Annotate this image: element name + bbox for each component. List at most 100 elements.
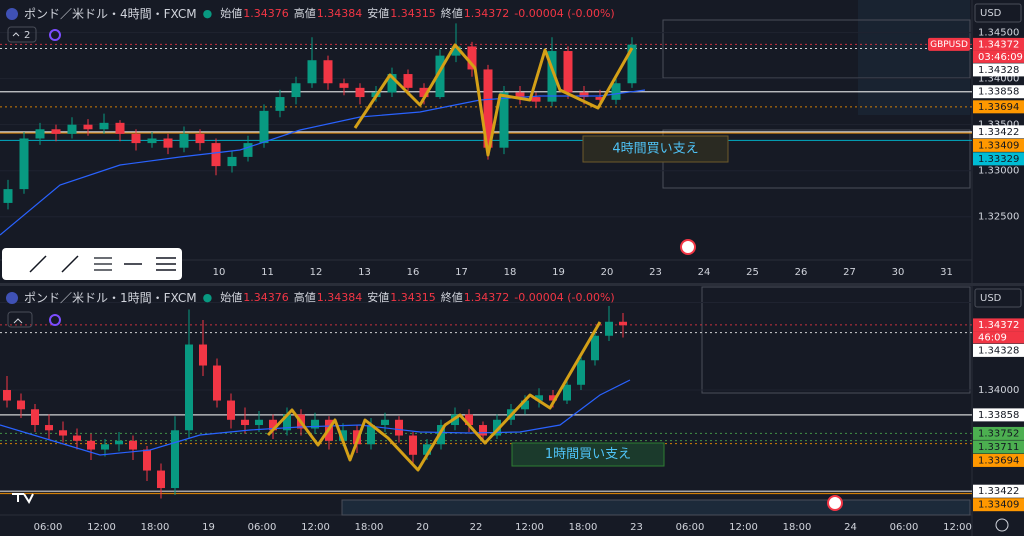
x-tick-label: 19 bbox=[202, 522, 215, 533]
candle-body bbox=[493, 419, 501, 436]
currency: USD bbox=[980, 293, 1002, 304]
status-dot: ● bbox=[203, 291, 213, 304]
candle-body bbox=[179, 133, 189, 148]
ohlc-label: 高値 bbox=[294, 290, 316, 304]
candle-body bbox=[275, 97, 285, 111]
y-tick-label: 1.34500 bbox=[978, 28, 1019, 39]
drawn-zigzag bbox=[266, 321, 602, 472]
x-tick-label: 06:00 bbox=[34, 522, 63, 533]
ohlc-label: 終値 bbox=[441, 6, 463, 20]
candle-body bbox=[269, 419, 277, 431]
zone bbox=[662, 19, 971, 79]
candle-body bbox=[147, 138, 157, 144]
candle-body bbox=[339, 430, 347, 441]
collapse-button[interactable] bbox=[7, 311, 33, 328]
ohlc-value: 1.34384 bbox=[317, 7, 363, 20]
price-tag bbox=[973, 484, 1024, 498]
currency-button[interactable] bbox=[974, 288, 1022, 308]
annotation: 4時間買い支え bbox=[612, 142, 698, 157]
x-tick-label: 27 bbox=[843, 267, 856, 278]
ohlc-value: 1.34372 bbox=[464, 7, 510, 20]
price-tag-label: 1.33409 bbox=[978, 140, 1019, 151]
x-tick-label: 12:00 bbox=[301, 522, 330, 533]
trend-line-tool[interactable] bbox=[29, 255, 47, 273]
symbol-logo bbox=[6, 8, 18, 20]
price-tag-label: 1.34372 bbox=[978, 39, 1019, 50]
symbol-logo bbox=[6, 292, 18, 304]
candle-body bbox=[259, 110, 269, 144]
y-tick-label: 1.33500 bbox=[978, 120, 1019, 131]
x-tick-label: 23 bbox=[630, 522, 643, 533]
candle-body bbox=[479, 425, 487, 436]
price-tag-label: 1.33422 bbox=[978, 486, 1019, 497]
ohlc-value: 1.34315 bbox=[390, 291, 436, 304]
event-flag[interactable] bbox=[680, 239, 696, 255]
candle-body bbox=[163, 138, 173, 148]
candle-body bbox=[355, 87, 365, 98]
menu-tool[interactable] bbox=[156, 257, 176, 271]
countdown: 03:46:09 bbox=[978, 52, 1023, 63]
ohlc-label: 始値 bbox=[220, 6, 242, 20]
candle-body bbox=[619, 321, 627, 326]
candle-body bbox=[367, 425, 375, 445]
candle-body bbox=[195, 133, 205, 144]
settings-button[interactable] bbox=[995, 518, 1009, 532]
candle-body bbox=[307, 60, 317, 84]
x-tick-label: 23 bbox=[649, 267, 662, 278]
price-tag-label: 1.33858 bbox=[978, 87, 1019, 98]
x-tick-label: 12 bbox=[310, 267, 323, 278]
candle-body bbox=[291, 83, 301, 98]
x-tick-label: 13 bbox=[358, 267, 371, 278]
x-tick-label: 24 bbox=[844, 522, 857, 533]
ray-tool[interactable] bbox=[61, 255, 79, 273]
fib-tool[interactable] bbox=[94, 257, 112, 271]
candle-body bbox=[579, 92, 589, 98]
price-tag-label: 1.34328 bbox=[978, 345, 1019, 356]
price-tag-label: 1.33858 bbox=[978, 410, 1019, 421]
candle-body bbox=[283, 414, 291, 431]
candle-body bbox=[143, 449, 151, 471]
candle-body bbox=[563, 51, 573, 93]
ohlc-value: 1.34376 bbox=[243, 291, 289, 304]
price-tag-label: 1.33409 bbox=[978, 500, 1019, 511]
header: ポンド／米ドル・1時間・FXCM ● 始値1.34376 高値1.34384 安値1.3… bbox=[24, 290, 615, 305]
collapse-button[interactable] bbox=[7, 26, 37, 43]
currency-button[interactable] bbox=[974, 3, 1022, 23]
x-tick-label: 12:00 bbox=[729, 522, 758, 533]
x-tick-label: 16 bbox=[407, 267, 420, 278]
x-tick-label: 12:00 bbox=[515, 522, 544, 533]
candle-body bbox=[611, 83, 621, 100]
candle-body bbox=[243, 143, 253, 157]
price-tag-label: 1.33329 bbox=[978, 154, 1019, 165]
price-tag bbox=[973, 152, 1024, 166]
price-tag-label: 1.33711 bbox=[978, 442, 1019, 453]
annotation-box bbox=[511, 442, 665, 467]
price-tag bbox=[973, 498, 1024, 512]
candle-body bbox=[45, 425, 53, 431]
candle-body bbox=[83, 124, 93, 130]
price-tag bbox=[973, 426, 1024, 440]
price-tag bbox=[973, 125, 1024, 139]
candle-body bbox=[311, 419, 319, 429]
candle-body bbox=[255, 419, 263, 426]
countdown: 46:09 bbox=[978, 332, 1007, 343]
indicator-icon bbox=[49, 29, 61, 41]
x-tick-label: 31 bbox=[940, 267, 953, 278]
x-tick-label: 17 bbox=[455, 267, 468, 278]
price-tag-label: 1.34328 bbox=[978, 65, 1019, 76]
candle-body bbox=[3, 390, 11, 401]
x-tick-label: 18:00 bbox=[569, 522, 598, 533]
ohlc-value: 1.34376 bbox=[243, 7, 289, 20]
ohlc-label: 安値 bbox=[367, 6, 389, 20]
candle-body bbox=[499, 92, 509, 148]
tv-logo bbox=[12, 493, 34, 505]
status-dot: ● bbox=[203, 7, 213, 20]
event-flag[interactable] bbox=[827, 495, 843, 511]
price-tag-label: 1.33422 bbox=[978, 127, 1019, 138]
y-tick-label: 1.34000 bbox=[978, 74, 1019, 85]
candle-body bbox=[101, 444, 109, 450]
candle-body bbox=[87, 440, 95, 450]
header: ポンド／米ドル・4時間・FXCM ● 始値1.34376 高値1.34384 安値1.3… bbox=[24, 6, 615, 21]
candle-body bbox=[467, 46, 477, 70]
